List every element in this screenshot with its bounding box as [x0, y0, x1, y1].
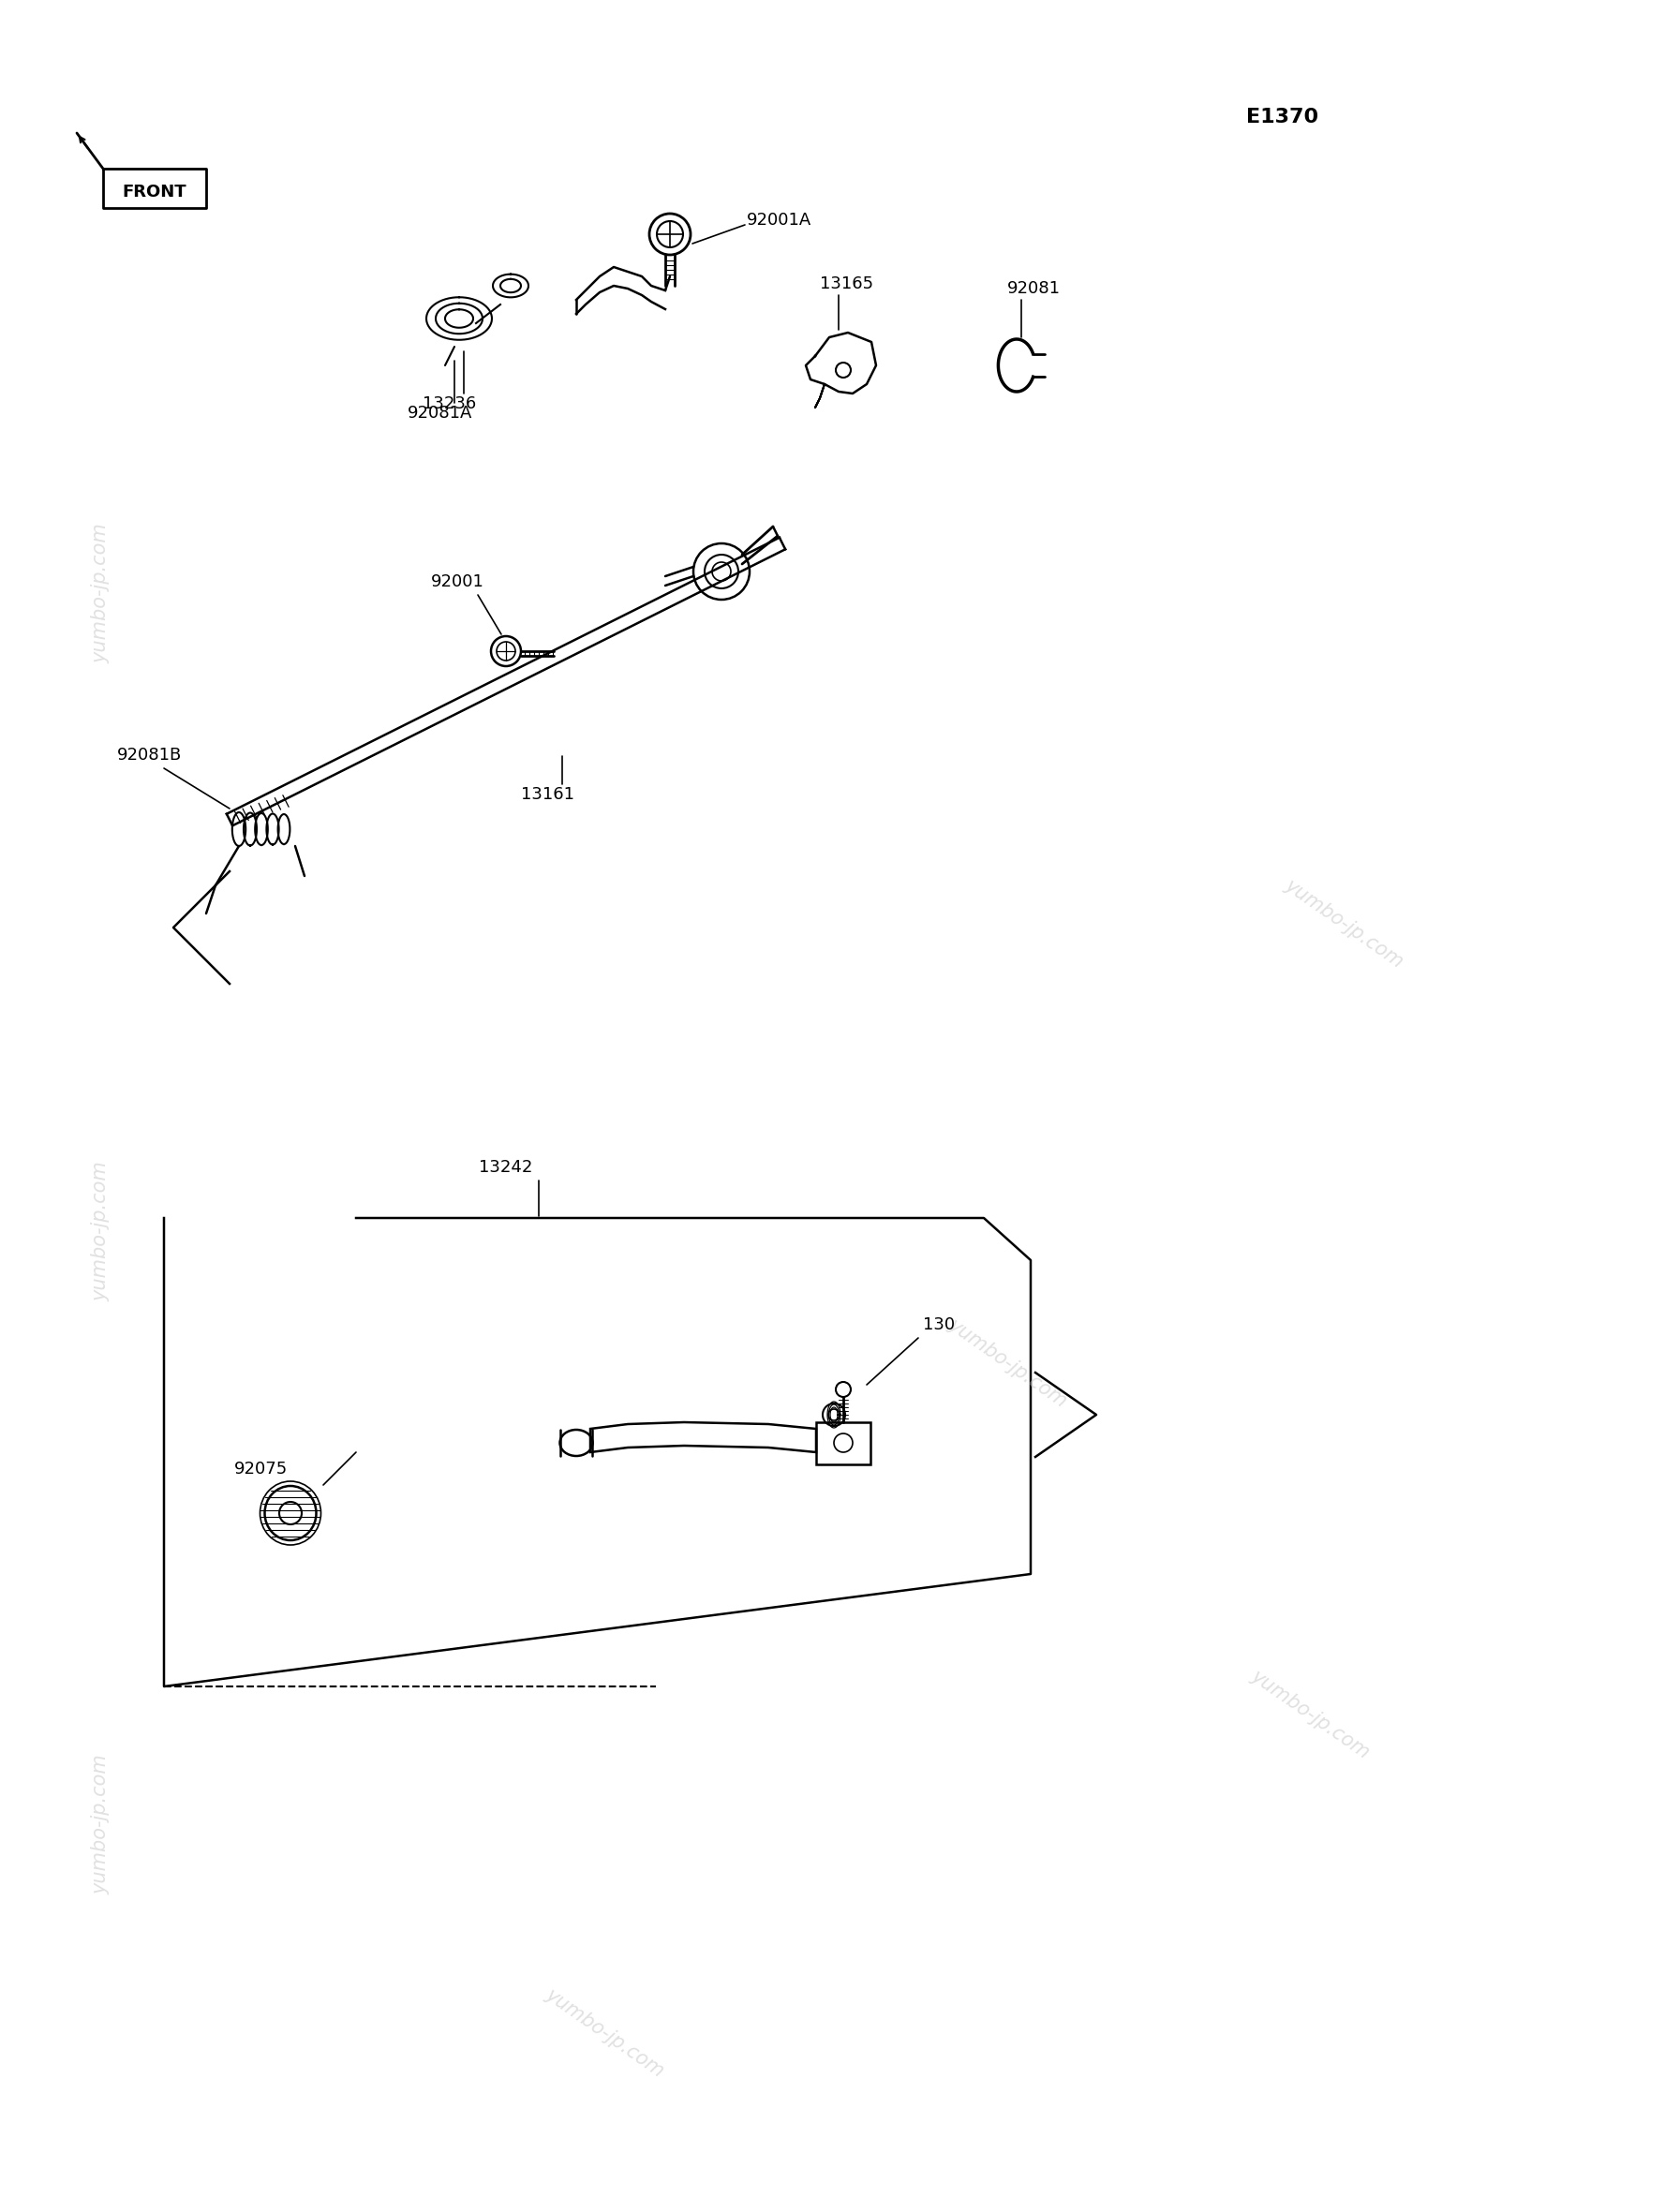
Text: FRONT: FRONT [123, 185, 186, 200]
Text: 92081B: 92081B [118, 747, 181, 763]
Text: 92081A: 92081A [408, 404, 472, 422]
Text: 13161: 13161 [521, 787, 575, 802]
Text: E1370: E1370 [1247, 108, 1319, 127]
Text: yumbo-jp.com: yumbo-jp.com [1248, 1666, 1373, 1763]
Text: 92075: 92075 [234, 1462, 287, 1477]
Text: 130: 130 [922, 1317, 954, 1334]
Text: yumbo-jp.com: yumbo-jp.com [91, 523, 111, 664]
Text: 92001A: 92001A [748, 211, 811, 229]
Text: yumbo-jp.com: yumbo-jp.com [91, 1754, 111, 1895]
Text: yumbo-jp.com: yumbo-jp.com [1282, 875, 1406, 972]
Text: yumbo-jp.com: yumbo-jp.com [946, 1314, 1070, 1411]
Text: 13242: 13242 [479, 1158, 533, 1176]
Text: yumbo-jp.com: yumbo-jp.com [91, 1161, 111, 1301]
Text: 92001: 92001 [432, 574, 484, 591]
Text: 13165: 13165 [820, 275, 874, 292]
Text: 13236: 13236 [423, 396, 477, 413]
Text: yumbo-jp.com: yumbo-jp.com [543, 1985, 667, 2082]
Bar [816, 1422, 870, 1464]
Text: 92081: 92081 [1008, 279, 1060, 297]
